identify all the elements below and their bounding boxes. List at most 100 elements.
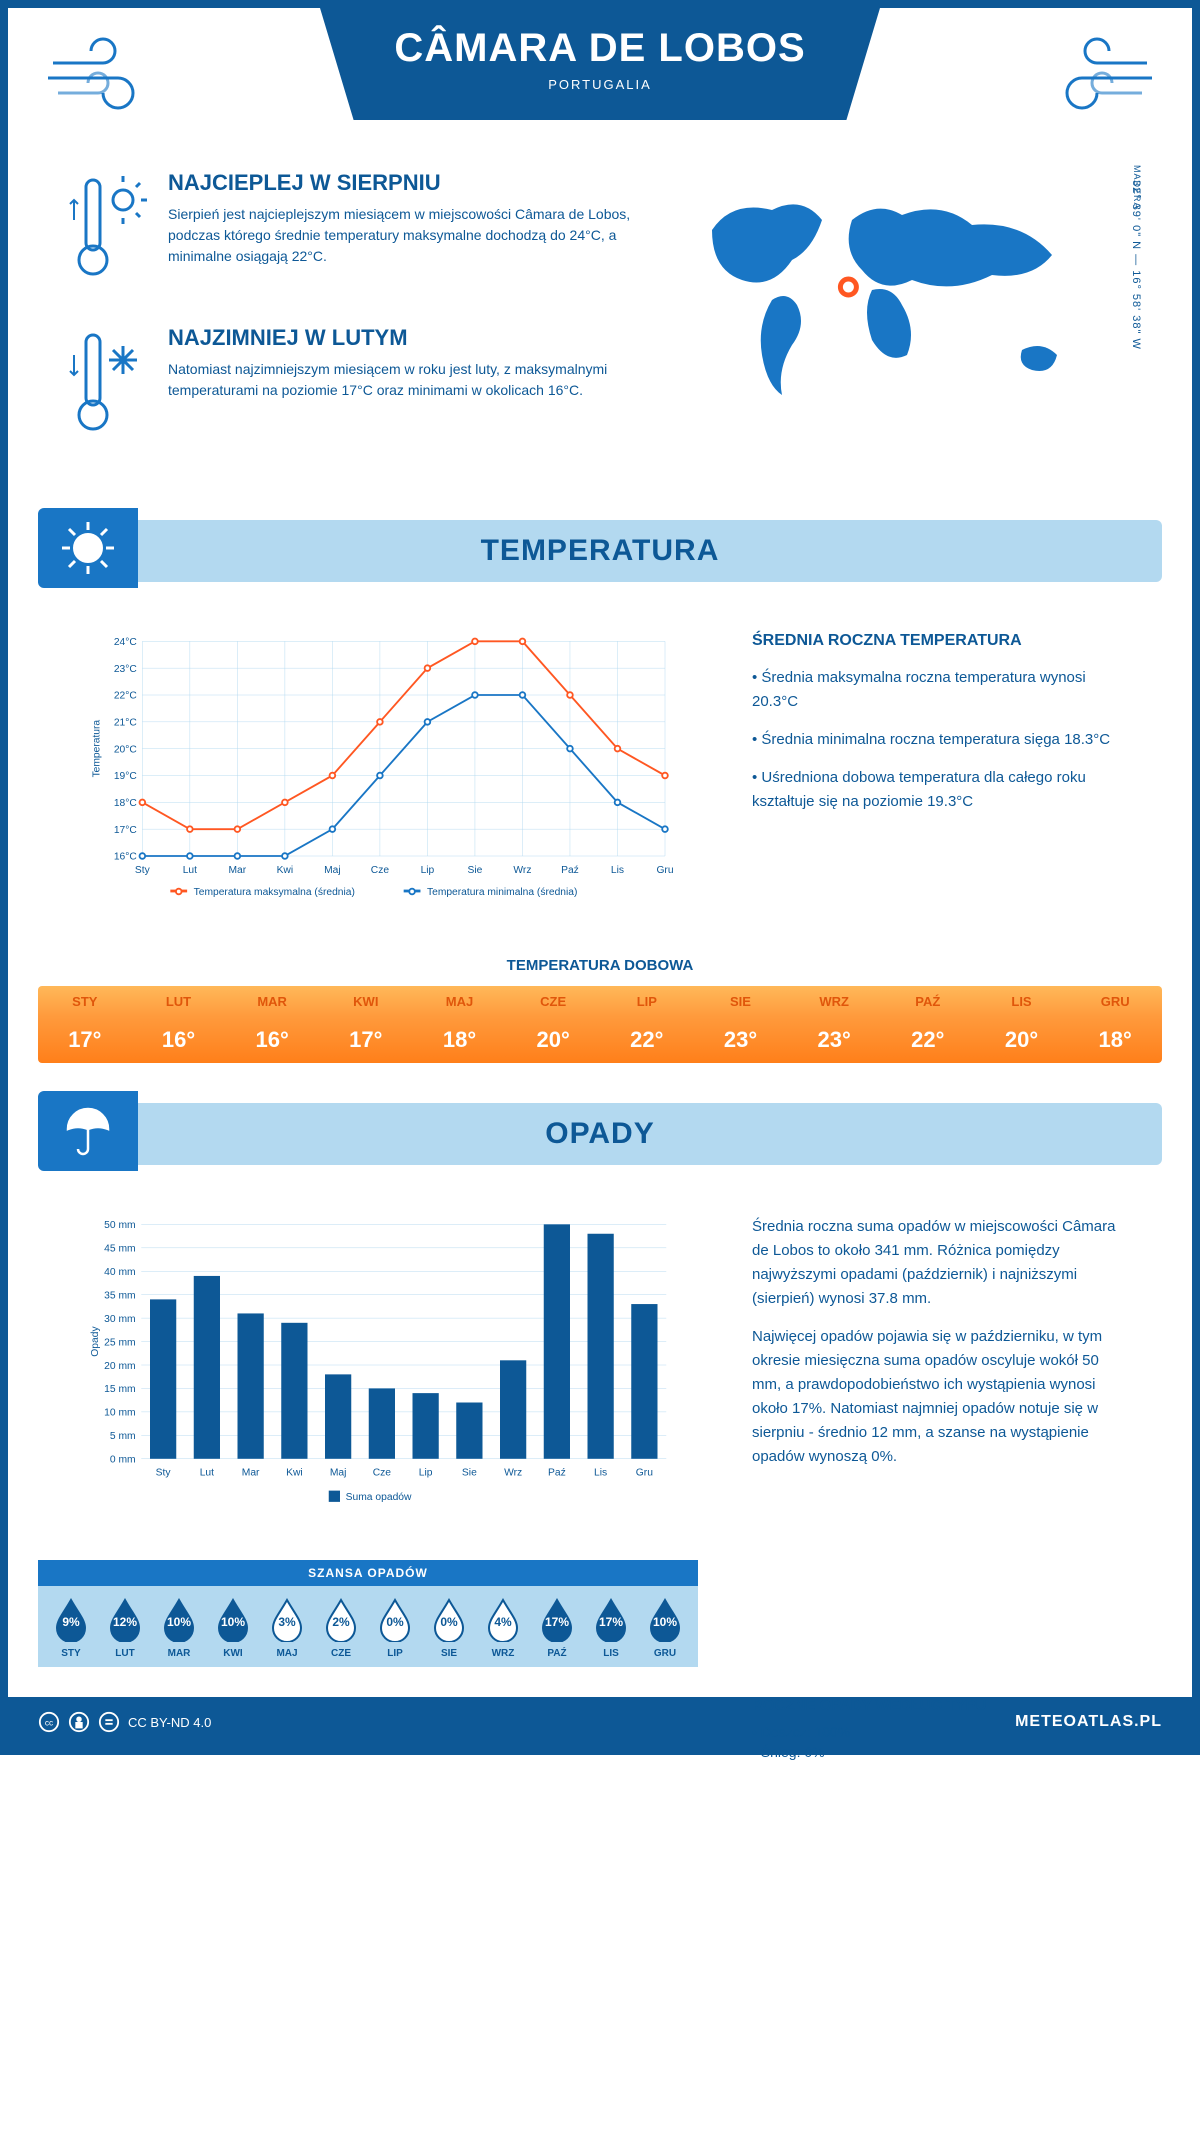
svg-text:Suma opadów: Suma opadów <box>346 1492 412 1503</box>
rain-chance-cell: 10% MAR <box>154 1598 204 1659</box>
rain-chance-cell: 3% MAJ <box>262 1598 312 1659</box>
temperature-bullet: • Średnia minimalna roczna temperatura s… <box>752 728 1132 752</box>
svg-text:Lip: Lip <box>421 865 435 876</box>
svg-text:Mar: Mar <box>242 1468 260 1479</box>
raindrop-icon: 9% <box>53 1598 89 1642</box>
svg-text:30 mm: 30 mm <box>104 1314 135 1325</box>
rain-chance-cell: 0% LIP <box>370 1598 420 1659</box>
svg-text:Sie: Sie <box>468 865 483 876</box>
precipitation-title: OPADY <box>58 1117 1142 1151</box>
daily-temp-title: TEMPERATURA DOBOWA <box>8 957 1192 974</box>
intro-text: NAJCIEPLEJ W SIERPNIU Sierpień jest najc… <box>68 170 632 480</box>
rain-type-item: • Deszcz: 100% <box>752 1724 1132 1740</box>
license-text: CC BY-ND 4.0 <box>128 1715 211 1730</box>
sun-icon <box>38 508 138 588</box>
svg-text:15 mm: 15 mm <box>104 1384 135 1395</box>
svg-text:5 mm: 5 mm <box>110 1431 136 1442</box>
svg-text:18°C: 18°C <box>114 798 138 809</box>
svg-text:22°C: 22°C <box>114 691 138 702</box>
daily-temp-value: 17° <box>38 1017 132 1063</box>
daily-temp-value: 18° <box>413 1017 507 1063</box>
svg-text:21°C: 21°C <box>114 718 138 729</box>
rain-by-type: ROCZNE OPADY WEDŁUG TYPU • Deszcz: 100% •… <box>752 1697 1132 1764</box>
coordinates: 32° 39' 0" N — 16° 58' 38" W <box>1130 180 1142 350</box>
rain-chance-cell: 9% STY <box>46 1598 96 1659</box>
raindrop-icon: 0% <box>377 1598 413 1642</box>
svg-text:24°C: 24°C <box>114 637 138 648</box>
raindrop-icon: 12% <box>107 1598 143 1642</box>
svg-text:40 mm: 40 mm <box>104 1267 135 1278</box>
thermometer-snow-icon <box>68 325 148 450</box>
umbrella-icon <box>38 1091 138 1171</box>
daily-temp-value: 20° <box>975 1017 1069 1063</box>
wind-icon-right <box>1037 33 1157 128</box>
svg-text:20 mm: 20 mm <box>104 1361 135 1372</box>
raindrop-icon: 0% <box>431 1598 467 1642</box>
svg-text:Sty: Sty <box>156 1468 172 1479</box>
nd-icon <box>98 1711 120 1733</box>
daily-temp-month: MAR <box>225 986 319 1017</box>
daily-temp-month: PAŹ <box>881 986 975 1017</box>
svg-text:35 mm: 35 mm <box>104 1290 135 1301</box>
svg-text:16°C: 16°C <box>114 852 138 863</box>
rain-chance-cell: 17% PAŹ <box>532 1598 582 1659</box>
precipitation-chart-row: 0 mm5 mm10 mm15 mm20 mm25 mm30 mm35 mm40… <box>8 1185 1192 1540</box>
svg-text:Paź: Paź <box>561 865 579 876</box>
page-title: CÂMARA DE LOBOS <box>340 26 860 71</box>
daily-temp-value: 16° <box>225 1017 319 1063</box>
daily-temp-month: MAJ <box>413 986 507 1017</box>
temperature-info: ŚREDNIA ROCZNA TEMPERATURA • Średnia mak… <box>752 632 1132 917</box>
svg-text:10 mm: 10 mm <box>104 1408 135 1419</box>
rain-chance-cell: 2% CZE <box>316 1598 366 1659</box>
rain-chance-title: SZANSA OPADÓW <box>38 1560 698 1586</box>
daily-temp-value: 16° <box>132 1017 226 1063</box>
daily-temp-value: 20° <box>506 1017 600 1063</box>
raindrop-icon: 10% <box>215 1598 251 1642</box>
intro-row: NAJCIEPLEJ W SIERPNIU Sierpień jest najc… <box>8 120 1192 510</box>
raindrop-icon: 2% <box>323 1598 359 1642</box>
coldest-title: NAJZIMNIEJ W LUTYM <box>168 325 632 351</box>
warmest-text: Sierpień jest najcieplejszym miesiącem w… <box>168 204 632 267</box>
precipitation-info: Średnia roczna suma opadów w miejscowośc… <box>752 1215 1132 1520</box>
temperature-line-chart: 16°C17°C18°C19°C20°C21°C22°C23°C24°CStyL… <box>68 632 702 917</box>
svg-text:Temperatura maksymalna (średni: Temperatura maksymalna (średnia) <box>194 887 355 898</box>
rain-chance-cell: 17% LIS <box>586 1598 636 1659</box>
rain-chance-cell: 4% WRZ <box>478 1598 528 1659</box>
license-block: cc CC BY-ND 4.0 <box>38 1711 211 1733</box>
rain-type-item: • Śnieg: 0% <box>752 1744 1132 1760</box>
svg-text:Maj: Maj <box>330 1468 347 1479</box>
temperature-bullet: • Uśredniona dobowa temperatura dla całe… <box>752 766 1132 814</box>
daily-temp-month: CZE <box>506 986 600 1017</box>
svg-text:0 mm: 0 mm <box>110 1455 136 1466</box>
svg-text:Temperatura minimalna (średnia: Temperatura minimalna (średnia) <box>427 887 577 898</box>
temperature-bullet: • Średnia maksymalna roczna temperatura … <box>752 666 1132 714</box>
daily-temp-value: 22° <box>881 1017 975 1063</box>
wind-icon-left <box>43 33 163 128</box>
svg-text:Cze: Cze <box>371 865 390 876</box>
svg-text:23°C: 23°C <box>114 664 138 675</box>
daily-temp-month: LIP <box>600 986 694 1017</box>
daily-temp-value: 23° <box>787 1017 881 1063</box>
daily-temp-value: 17° <box>319 1017 413 1063</box>
rain-chance-table: SZANSA OPADÓW 9% STY 12% LUT 10% MAR 10% <box>38 1560 698 1667</box>
cc-icon: cc <box>38 1711 60 1733</box>
raindrop-icon: 17% <box>539 1598 575 1642</box>
rain-chance-cell: 0% SIE <box>424 1598 474 1659</box>
svg-text:Temperatura: Temperatura <box>91 720 102 778</box>
warmest-block: NAJCIEPLEJ W SIERPNIU Sierpień jest najc… <box>68 170 632 295</box>
rain-type-title: ROCZNE OPADY WEDŁUG TYPU <box>752 1697 1132 1714</box>
daily-temp-month: STY <box>38 986 132 1017</box>
page-subtitle: PORTUGALIA <box>340 77 860 92</box>
daily-temp-month: KWI <box>319 986 413 1017</box>
svg-text:Sty: Sty <box>135 865 151 876</box>
coldest-text: Natomiast najzimniejszym miesiącem w rok… <box>168 359 632 401</box>
header-banner: CÂMARA DE LOBOS PORTUGALIA <box>320 8 880 120</box>
svg-text:cc: cc <box>45 1719 53 1728</box>
daily-temp-month: GRU <box>1068 986 1162 1017</box>
svg-text:Kwi: Kwi <box>277 865 294 876</box>
svg-text:50 mm: 50 mm <box>104 1220 135 1231</box>
svg-text:Wrz: Wrz <box>504 1468 522 1479</box>
daily-temp-value: 23° <box>694 1017 788 1063</box>
by-icon <box>68 1711 90 1733</box>
daily-temp-month: WRZ <box>787 986 881 1017</box>
